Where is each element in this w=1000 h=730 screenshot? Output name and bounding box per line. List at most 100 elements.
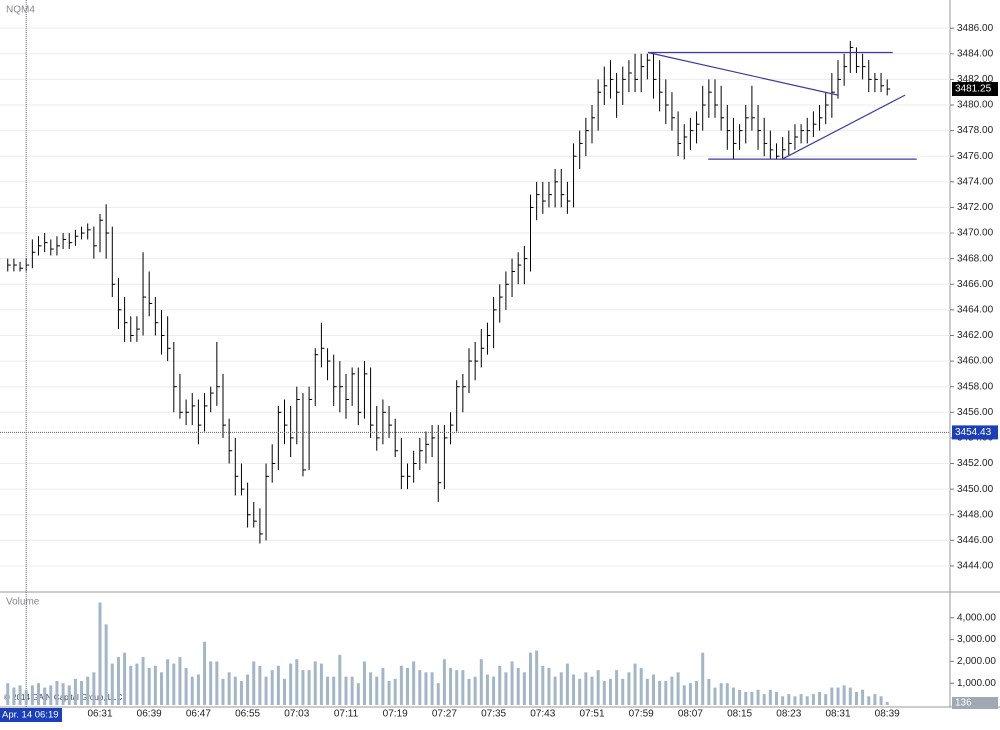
volume-bar [196,674,200,705]
y-tick-label: 3458.00 [957,381,994,392]
volume-bar [227,672,231,705]
volume-bar [283,678,286,705]
volume-bar [332,676,336,705]
volume-bar [842,685,846,705]
volume-bar [24,689,28,705]
volume-bar [461,670,465,705]
x-tick-label: 08:15 [727,709,752,720]
volume-bar [627,672,631,705]
volume-bar [633,663,637,705]
volume-bar [867,696,871,705]
volume-bar [6,683,10,705]
volume-bar [738,689,742,705]
volume-bar [781,696,785,705]
volume-bar [246,674,250,705]
volume-bar [449,667,453,705]
volume-bar [830,687,834,705]
y-tick-label: 3448.00 [957,509,994,520]
volume-bar [578,678,582,705]
volume-bar [873,694,877,705]
volume-bar [233,676,237,705]
y-tick-label: 3482.00 [957,74,994,85]
y-tick-label: 1,000.00 [957,678,996,689]
y-tick-label: 3462.00 [957,330,994,341]
last-volume-label: 136 [955,698,972,709]
volume-bar [307,670,311,705]
volume-bar [190,676,194,705]
volume-bar [836,687,840,705]
y-tick-label: 3486.00 [957,23,994,34]
volume-bar [381,667,385,705]
volume-bar [98,602,102,705]
volume-bar [369,672,373,705]
volume-bar [49,685,53,705]
volume-bar [504,672,508,705]
volume-bar [387,681,391,705]
volume-bar [818,691,822,705]
volume-bar [86,676,90,705]
volume-bar [799,694,803,705]
y-tick-label: 3452.00 [957,458,994,469]
crosshair-price-box [952,425,998,440]
volume-bar [350,676,354,705]
volume-bar [160,672,163,705]
volume-bar [584,672,588,705]
volume-bar [67,685,71,705]
volume-bar [498,665,502,705]
volume-bar [424,672,428,705]
volume-bar [215,661,219,705]
volume-bar [178,657,182,705]
volume-bar [203,641,207,705]
volume-bar [707,678,711,705]
volume-bar [664,681,668,705]
volume-bar [621,678,625,705]
y-tick-label: 3446.00 [957,535,994,546]
volume-bar [73,678,77,705]
volume-bar [37,683,40,705]
volume-bar [436,683,440,705]
volume-bar [676,672,680,705]
x-tick-label: 07:03 [284,709,309,720]
volume-bar [602,681,606,705]
volume-bar [768,689,772,705]
crosshair-time-label: Apr. 14 06:19 [2,710,59,721]
volume-bar [18,685,22,705]
volume-bar [547,667,551,705]
volume-bar [455,670,459,705]
volume-bar [492,676,496,705]
volume-bar [701,652,705,705]
volume-bar [731,687,735,705]
volume-bar [522,672,526,705]
volume-bar [442,659,446,705]
volume-bar [276,665,280,705]
volume-bar [572,674,576,705]
volume-bar [344,676,348,705]
volume-bar [590,676,594,705]
volume-bar [713,687,717,705]
volume-bar [430,672,434,705]
volume-bar [719,683,723,705]
volume-bar [252,661,256,705]
volume-bar [510,661,514,705]
volume-bar [688,683,692,705]
x-tick-label: 07:35 [481,709,506,720]
volume-bar [30,685,34,705]
volume-bar [135,663,139,705]
crosshair-price-label: 3454.43 [955,427,992,438]
volume-bar [824,694,828,705]
volume-bar [258,665,262,705]
volume-bar [338,654,342,705]
volume-bar [529,652,532,705]
volume-bar [295,659,299,705]
volume-bar [762,694,766,705]
volume-bar [516,667,520,705]
volume-bar [695,681,699,705]
volume-bar [406,667,409,705]
y-tick-label: 3468.00 [957,253,994,264]
volume-bar [55,681,59,705]
volume-bar [313,661,317,705]
y-tick-label: 2,000.00 [957,656,996,667]
y-tick-label: 3476.00 [957,151,994,162]
